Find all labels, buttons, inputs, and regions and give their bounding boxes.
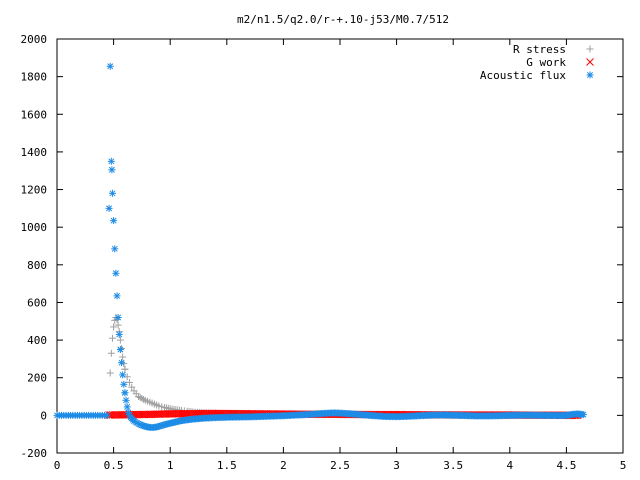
x-tick-label: 2.5 xyxy=(330,459,350,472)
plot-frame xyxy=(56,38,624,454)
legend-marker xyxy=(586,45,594,53)
data-point xyxy=(113,292,121,300)
y-tick-label: 0 xyxy=(40,409,47,422)
y-tick-label: 400 xyxy=(27,334,47,347)
y-tick-label: 1400 xyxy=(21,146,48,159)
data-point xyxy=(112,269,120,277)
data-point xyxy=(105,204,113,212)
x-tick-label: 1.5 xyxy=(217,459,237,472)
y-tick-label: 2000 xyxy=(21,33,48,46)
axes: 0 0.5 1 1.5 2 2.5 3 3.5 4 4.5 5 -200 0 200 400 600 800 10… xyxy=(21,33,627,472)
legend-label: G work xyxy=(526,56,566,69)
data-point xyxy=(128,383,136,391)
y-tick-label: 1000 xyxy=(21,221,48,234)
data-point xyxy=(118,359,126,367)
x-tick-label: 3 xyxy=(393,459,400,472)
x-tick-label: 0.5 xyxy=(104,459,124,472)
y-tick-label: 800 xyxy=(27,259,47,272)
data-point xyxy=(107,349,115,357)
y-tick-label: 1200 xyxy=(21,184,48,197)
data-point xyxy=(125,411,133,419)
data-point xyxy=(122,396,130,404)
legend-label: Acoustic flux xyxy=(480,69,566,82)
series-r-stress xyxy=(106,314,582,419)
data-point xyxy=(106,369,114,377)
data-point xyxy=(579,411,587,419)
x-tick-label: 3.5 xyxy=(443,459,463,472)
data-point xyxy=(108,166,116,174)
data-point xyxy=(114,321,122,329)
y-tick-label: -200 xyxy=(21,447,48,460)
data-point xyxy=(106,62,114,70)
data-point xyxy=(110,217,118,225)
series-acoustic-flux xyxy=(53,62,587,432)
data-point xyxy=(107,157,115,165)
y-tick-label: 1600 xyxy=(21,108,48,121)
x-tick-label: 2 xyxy=(280,459,287,472)
data-point xyxy=(125,378,133,386)
data-point xyxy=(121,389,129,397)
data-point xyxy=(123,403,131,411)
data-point xyxy=(119,353,127,361)
data-point xyxy=(115,330,123,338)
x-tick-label: 4 xyxy=(506,459,513,472)
data-point xyxy=(140,395,148,403)
data-point xyxy=(111,245,119,253)
data-point xyxy=(108,334,116,342)
x-tick-label: 4.5 xyxy=(556,459,576,472)
legend-marker xyxy=(586,58,594,66)
data-point xyxy=(114,314,122,322)
data-point xyxy=(120,380,128,388)
chart-title: m2/n1.5/q2.0/r-+.10-j53/M0.7/512 xyxy=(237,13,449,26)
x-tick-label: 1 xyxy=(167,459,174,472)
legend-label: R stress xyxy=(513,43,566,56)
data-point xyxy=(110,323,118,331)
y-tick-label: 1800 xyxy=(21,71,48,84)
x-tick-label: 5 xyxy=(620,459,627,472)
data-point xyxy=(103,411,111,419)
data-point xyxy=(119,371,127,379)
x-tick-label: 0 xyxy=(54,459,61,472)
data-point xyxy=(116,346,124,353)
data-point xyxy=(116,336,124,344)
y-tick-label: 200 xyxy=(27,372,47,385)
data-point xyxy=(121,365,129,373)
legend-marker xyxy=(586,71,594,79)
y-tick-label: 600 xyxy=(27,296,47,309)
plot-area xyxy=(53,62,587,432)
data-point xyxy=(108,189,116,197)
